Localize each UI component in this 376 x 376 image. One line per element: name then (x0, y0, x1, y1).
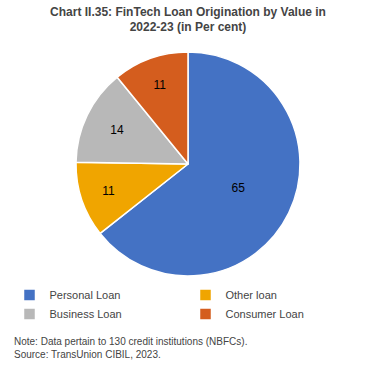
svg-text:Business Loan: Business Loan (50, 308, 122, 320)
svg-text:Consumer Loan: Consumer Loan (226, 308, 304, 320)
svg-text:11: 11 (102, 184, 115, 198)
svg-text:14: 14 (110, 123, 124, 137)
svg-text:65: 65 (232, 181, 246, 195)
svg-text:Chart II.35: FinTech Loan Orig: Chart II.35: FinTech Loan Origination by… (50, 5, 326, 35)
svg-text:Personal Loan: Personal Loan (50, 289, 121, 301)
svg-text:11: 11 (153, 78, 166, 92)
svg-text:Note: Data pertain to 130 cred: Note: Data pertain to 130 credit institu… (14, 336, 247, 360)
svg-text:Other loan: Other loan (226, 289, 277, 301)
